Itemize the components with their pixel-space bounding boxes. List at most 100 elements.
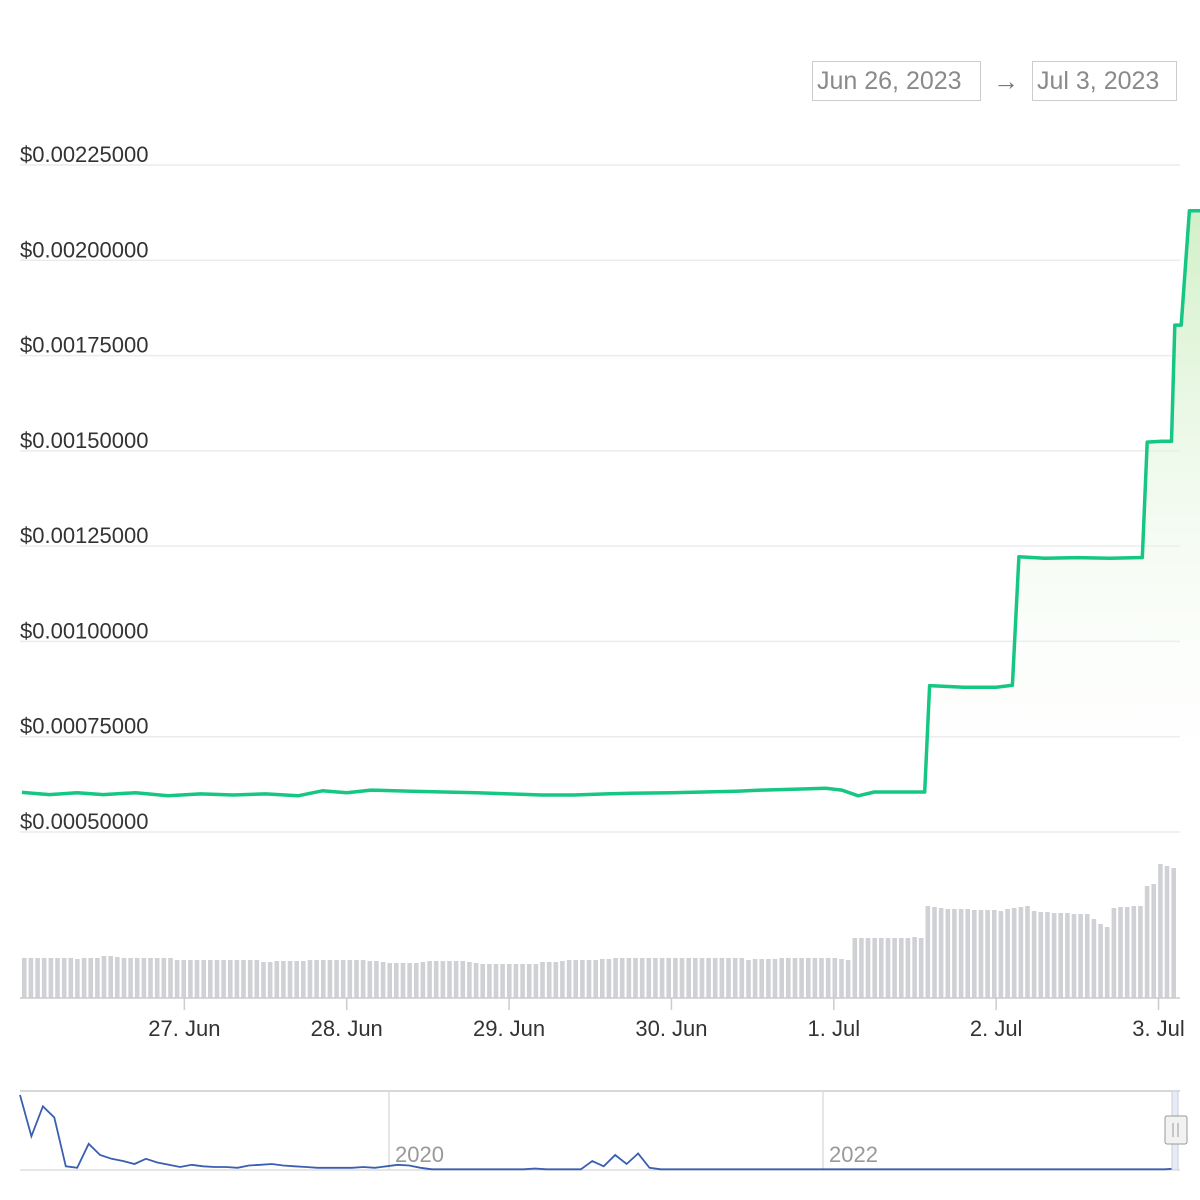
volume-bar xyxy=(852,938,858,998)
volume-bar xyxy=(367,961,373,998)
volume-bar xyxy=(347,960,353,998)
volume-bar xyxy=(653,958,658,998)
volume-bar xyxy=(115,957,120,998)
volume-bar xyxy=(327,960,333,998)
volume-bar xyxy=(228,960,233,998)
volume-bar xyxy=(806,958,811,998)
volume-bar xyxy=(885,938,891,998)
volume-bar xyxy=(586,960,592,998)
volume-bar xyxy=(1164,866,1170,998)
volume-bar xyxy=(1158,864,1163,998)
volume-bar xyxy=(500,964,505,998)
volume-bar xyxy=(905,938,911,998)
volume-bar xyxy=(55,958,60,998)
volume-bar xyxy=(766,959,771,998)
volume-bar xyxy=(28,958,34,998)
volume-bar xyxy=(918,938,924,998)
volume-bar xyxy=(679,958,685,998)
volume-bar xyxy=(287,961,293,998)
navigator-handle[interactable] xyxy=(1164,1115,1188,1145)
volume-bar xyxy=(978,910,984,998)
date-range-end-input[interactable]: Jul 3, 2023 xyxy=(1032,61,1177,101)
volume-bar xyxy=(394,963,399,998)
navigator[interactable]: 2020 2022 xyxy=(19,1090,1188,1171)
volume-bar xyxy=(194,960,200,998)
volume-bar xyxy=(666,958,671,998)
volume-bar xyxy=(88,958,93,998)
volume-bar xyxy=(520,964,525,998)
volume-bar xyxy=(1005,909,1010,998)
volume-bar xyxy=(619,958,625,998)
volume-bar xyxy=(1078,914,1083,998)
volume-bar xyxy=(712,958,718,998)
volume-bar xyxy=(161,958,167,998)
date-range-start-input[interactable]: Jun 26, 2023 xyxy=(812,61,981,101)
volume-bar xyxy=(992,910,997,998)
volume-bar xyxy=(447,961,452,998)
volume-bar xyxy=(932,907,937,998)
volume-bar xyxy=(1124,907,1130,998)
volume-bar xyxy=(400,963,406,998)
x-tick-label: 27. Jun xyxy=(148,1016,220,1041)
volume-bar xyxy=(1111,908,1117,998)
volume-bar xyxy=(307,960,313,998)
volume-bar xyxy=(467,962,472,998)
y-axis-labels: $0.00225000 $0.00200000 $0.00175000 $0.0015… xyxy=(20,142,148,834)
volume-bar xyxy=(825,958,831,998)
volume-bar xyxy=(985,910,990,998)
volume-bar xyxy=(360,960,366,998)
volume-bar xyxy=(301,961,306,998)
volume-bar xyxy=(433,961,439,998)
volume-bar xyxy=(606,959,612,998)
volume-bar xyxy=(108,956,113,998)
volume-bar xyxy=(1171,868,1176,998)
volume-bar xyxy=(267,962,273,998)
volume-bar xyxy=(938,908,944,998)
volume-bar xyxy=(354,960,359,998)
volume-bar xyxy=(639,958,645,998)
volume-bar xyxy=(859,938,864,998)
volume-bars xyxy=(22,864,1176,998)
y-tick-label: $0.00100000 xyxy=(20,618,148,643)
volume-bar xyxy=(380,962,386,998)
volume-bar xyxy=(600,959,605,998)
volume-bar xyxy=(1104,927,1110,998)
volume-bar xyxy=(35,958,40,998)
volume-bar xyxy=(699,958,705,998)
volume-bar xyxy=(958,909,964,998)
volume-bar xyxy=(1031,911,1037,998)
volume-bar xyxy=(693,958,698,998)
volume-bar xyxy=(540,962,545,998)
volume-bar xyxy=(61,958,67,998)
volume-bar xyxy=(580,960,585,998)
volume-bar xyxy=(719,958,725,998)
volume-bar xyxy=(899,938,904,998)
volume-bar xyxy=(493,964,499,998)
volume-bar xyxy=(473,963,479,998)
volume-bar xyxy=(1085,914,1090,998)
volume-bar xyxy=(1025,906,1030,998)
volume-bar xyxy=(281,961,286,998)
volume-bar xyxy=(746,960,751,998)
volume-bar xyxy=(154,958,160,998)
volume-bar xyxy=(181,960,186,998)
price-area-fill xyxy=(22,210,1200,832)
y-tick-label: $0.00075000 xyxy=(20,714,148,739)
volume-bar xyxy=(1144,886,1150,998)
volume-bar xyxy=(812,958,818,998)
volume-bar xyxy=(321,960,326,998)
volume-bar xyxy=(792,958,798,998)
volume-bar xyxy=(294,961,299,998)
volume-bar xyxy=(168,958,173,998)
volume-bar xyxy=(879,938,884,998)
volume-bar xyxy=(952,909,957,998)
volume-bar xyxy=(925,906,931,998)
volume-bar xyxy=(234,960,240,998)
volume-bar xyxy=(739,958,745,998)
volume-bar xyxy=(546,962,552,998)
volume-bar xyxy=(945,909,951,998)
volume-bar xyxy=(513,964,519,998)
volume-bar xyxy=(95,958,100,998)
volume-bar xyxy=(1131,906,1137,998)
volume-bar xyxy=(533,964,539,998)
